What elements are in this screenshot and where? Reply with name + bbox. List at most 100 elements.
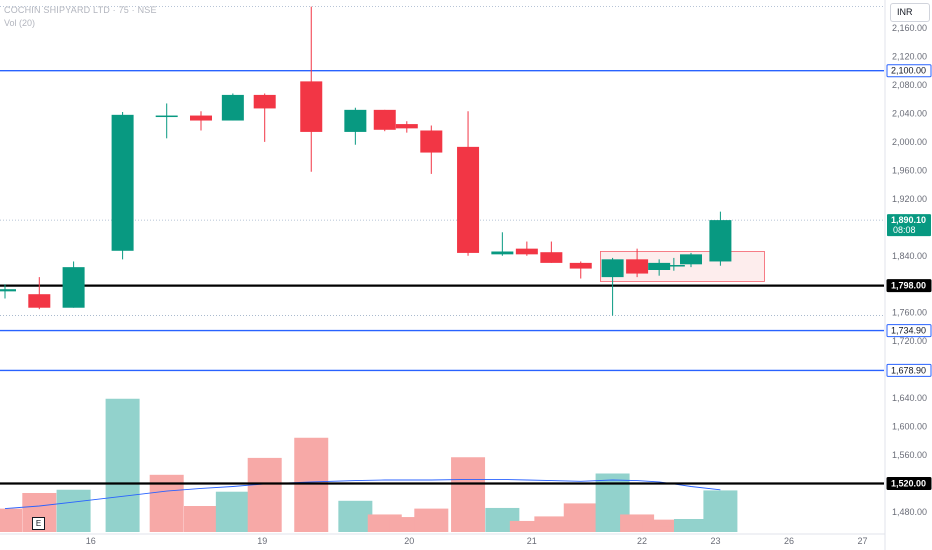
- candle[interactable]: [457, 111, 480, 256]
- level-price-label: 1,520.00: [886, 477, 932, 491]
- volume-bar: [338, 500, 373, 532]
- time-tick-label: 19: [257, 536, 267, 546]
- candle-body: [680, 254, 702, 265]
- candle[interactable]: [300, 6, 323, 172]
- candle[interactable]: [395, 121, 418, 133]
- price-tick-label: 1,600.00: [892, 422, 927, 432]
- candle[interactable]: [253, 93, 276, 142]
- price-tick-label: 1,560.00: [892, 450, 927, 460]
- candle[interactable]: [28, 277, 51, 310]
- volume-bar: [703, 490, 738, 532]
- candle-body: [626, 259, 649, 274]
- candle-body: [344, 109, 367, 132]
- time-tick-label: 20: [404, 536, 414, 546]
- price-tick-label: 1,960.00: [892, 165, 927, 175]
- time-tick-label: 22: [637, 536, 647, 546]
- bar-countdown-text: 08:08: [893, 225, 916, 235]
- candle[interactable]: [569, 261, 592, 279]
- level-label-text: 2,100.00: [891, 66, 926, 76]
- candle[interactable]: [662, 257, 685, 271]
- candle-body: [395, 124, 418, 129]
- volume-bars: [0, 398, 738, 532]
- candle[interactable]: [515, 241, 538, 256]
- candle-body: [709, 220, 732, 262]
- candle-body: [420, 130, 443, 153]
- candle-body: [648, 262, 671, 270]
- price-tick-label: 1,840.00: [892, 251, 927, 261]
- volume-bar: [56, 489, 91, 532]
- level-price-label: 1,678.90: [886, 363, 932, 377]
- candle-body: [540, 252, 563, 263]
- candle-body: [601, 259, 624, 278]
- earnings-event-icon[interactable]: E: [32, 517, 45, 530]
- price-tick-label: 1,760.00: [892, 308, 927, 318]
- candle-body: [28, 294, 51, 308]
- volume-bar: [215, 491, 250, 532]
- candles[interactable]: [0, 6, 732, 316]
- level-label-box: [886, 279, 932, 293]
- candle-body: [457, 146, 480, 253]
- candle[interactable]: [221, 93, 244, 121]
- candle[interactable]: [111, 111, 134, 260]
- candle[interactable]: [540, 241, 563, 263]
- currency-button[interactable]: INR: [890, 3, 930, 22]
- level-price-label: 1,734.90: [886, 324, 932, 338]
- candle[interactable]: [373, 109, 396, 132]
- candle-body: [62, 267, 85, 308]
- candle[interactable]: [601, 257, 624, 316]
- volume-bar: [534, 516, 569, 532]
- price-tick-label: 1,480.00: [892, 507, 927, 517]
- price-tick-label: 2,120.00: [892, 51, 927, 61]
- price-tick-label: 2,160.00: [892, 23, 927, 33]
- candle-body: [569, 262, 592, 269]
- symbol-title: COCHIN SHIPYARD LTD · 75 · NSE: [4, 5, 157, 15]
- volume-bar: [294, 437, 329, 532]
- price-tick-label: 2,000.00: [892, 137, 927, 147]
- price-tick-label: 2,080.00: [892, 80, 927, 90]
- candle[interactable]: [62, 261, 85, 308]
- last-price-text: 1,890.10: [891, 215, 926, 225]
- candle[interactable]: [155, 103, 178, 139]
- volume-indicator-label[interactable]: Vol (20): [4, 18, 36, 28]
- candle[interactable]: [491, 232, 514, 256]
- candle-body: [253, 94, 276, 109]
- candle[interactable]: [190, 111, 212, 131]
- volume-bar: [0, 508, 22, 532]
- candle[interactable]: [626, 248, 649, 278]
- price-tick-label: 2,040.00: [892, 108, 927, 118]
- volume-bar: [674, 519, 708, 532]
- candle-body: [300, 81, 323, 132]
- last-price-box: [887, 214, 931, 237]
- candle[interactable]: [0, 284, 16, 299]
- time-axis[interactable]: 16 19 20 21 22 23 26 27: [86, 536, 868, 546]
- volume-bar: [451, 457, 486, 532]
- level-label-box: [886, 363, 932, 377]
- candle-body: [221, 94, 244, 121]
- candle-body: [190, 115, 212, 121]
- level-price-label: 2,100.00: [886, 64, 932, 78]
- level-price-label: 1,798.00: [886, 279, 932, 293]
- level-label-box: [886, 477, 932, 491]
- candle-body: [373, 109, 396, 130]
- candle-body: [491, 251, 514, 255]
- candle[interactable]: [344, 107, 367, 145]
- level-label-text: 1,678.90: [891, 365, 926, 375]
- candle[interactable]: [709, 211, 732, 266]
- volume-bar: [509, 520, 544, 532]
- time-tick-label: 27: [857, 536, 867, 546]
- time-tick-label: 21: [527, 536, 537, 546]
- time-tick-label: 16: [86, 536, 96, 546]
- price-axis[interactable]: 2,160.00 2,120.00 2,080.00 2,040.00 2,000.00…: [892, 23, 927, 517]
- candle[interactable]: [680, 252, 702, 268]
- price-tick-label: 1,640.00: [892, 393, 927, 403]
- level-label-text: 1,798.00: [891, 281, 926, 291]
- level-label-box: [886, 64, 932, 78]
- price-tick-label: 1,920.00: [892, 194, 927, 204]
- candle[interactable]: [420, 125, 443, 174]
- level-label-text: 1,520.00: [891, 479, 926, 489]
- volume-bar: [105, 398, 140, 532]
- level-label-text: 1,734.90: [891, 326, 926, 336]
- candle[interactable]: [648, 259, 671, 276]
- candle-body: [155, 115, 178, 118]
